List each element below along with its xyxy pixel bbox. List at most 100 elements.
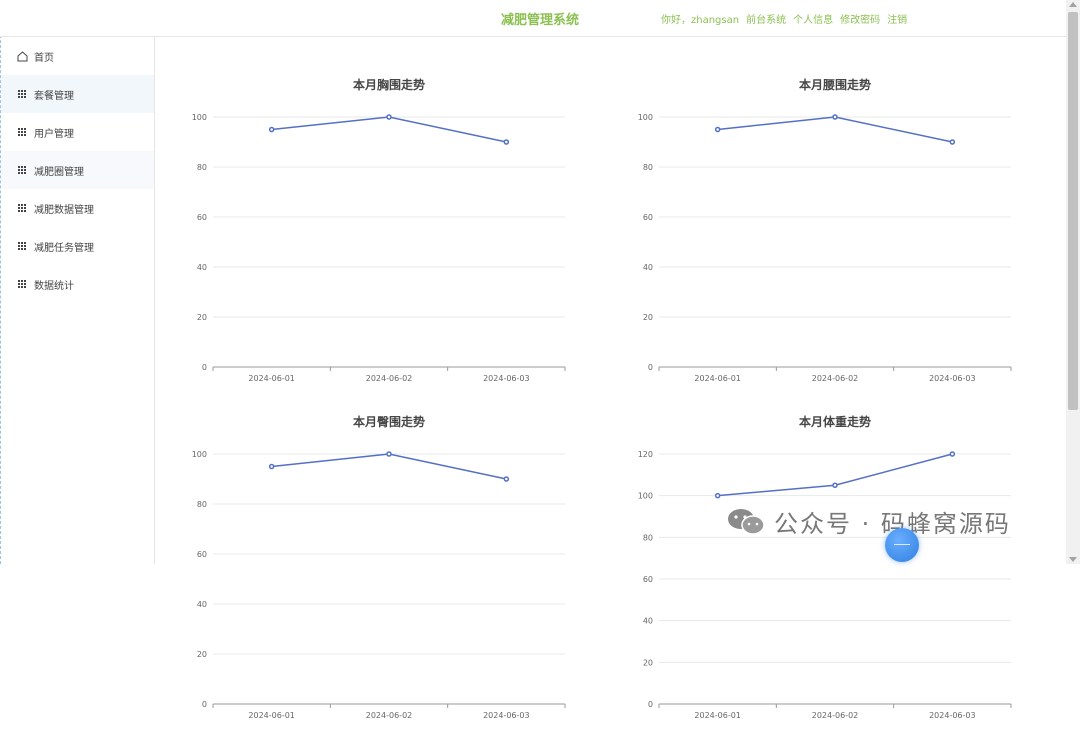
chart-svg: 本月体重走势 0 20 40 60 80 100 120 2024-06-01 2024-06-0… [638, 414, 1012, 720]
floating-action-button[interactable] [885, 528, 919, 562]
data-point[interactable] [714, 126, 721, 133]
page-left-border [0, 0, 1, 564]
grid-icon [16, 278, 28, 290]
y-tick-label: 60 [197, 213, 207, 222]
site-title: 减肥管理系统 [501, 13, 580, 28]
y-tick-label: 80 [197, 163, 207, 172]
data-point[interactable] [268, 463, 275, 470]
data-point[interactable] [832, 114, 838, 120]
data-point[interactable] [832, 482, 838, 488]
y-tick-label: 100 [638, 492, 653, 501]
x-tick-label: 2024-06-01 [694, 374, 741, 383]
top-header: 减肥管理系统 你好，zhangsan 前台系统 个人信息 修改密码 注销 [0, 0, 1066, 37]
series-line [271, 116, 507, 143]
greeting-text: 你好，zhangsan [661, 15, 740, 26]
sidebar-item-label: 减肥圈管理 [34, 166, 84, 178]
sidebar-item-label: 套餐管理 [34, 90, 74, 102]
y-tick-label: 20 [643, 658, 653, 667]
x-tick-label: 2024-06-03 [929, 711, 976, 720]
y-tick-label: 0 [648, 700, 653, 709]
y-tick-label: 100 [192, 113, 207, 122]
data-point[interactable] [503, 476, 510, 482]
data-point[interactable] [949, 139, 956, 145]
chart-weight: 本月体重走势 0 20 40 60 80 100 120 2024-06-01 2024-06-0… [611, 412, 1061, 732]
scroll-down-icon[interactable] [1069, 557, 1077, 562]
scroll-thumb[interactable] [1068, 12, 1078, 410]
x-tick-label: 2024-06-02 [366, 374, 413, 383]
y-tick-label: 40 [643, 617, 653, 626]
data-point[interactable] [503, 139, 510, 145]
watermark: 公众号 · 码蜂窝源码 [726, 504, 1011, 539]
chart-svg: 本月腰围走势 0 20 40 60 80 100 2024-06-01 2024-06-02 20… [638, 77, 1012, 383]
x-tick-label: 2024-06-02 [812, 711, 859, 720]
grid-icon [16, 164, 28, 176]
data-point[interactable] [386, 451, 392, 457]
data-point[interactable] [714, 492, 721, 499]
x-tick-label: 2024-06-03 [929, 374, 976, 383]
series-line [271, 453, 507, 480]
y-tick-label: 100 [192, 450, 207, 459]
y-tick-label: 20 [643, 313, 653, 322]
y-tick-label: 120 [638, 450, 653, 459]
sidebar-item-circle[interactable]: 减肥圈管理 [1, 151, 154, 189]
chart-title: 本月臀围走势 [353, 414, 425, 429]
grid-icon [16, 202, 28, 214]
sidebar-item-tasks[interactable]: 减肥任务管理 [1, 227, 154, 265]
page-scrollbar[interactable] [1066, 0, 1080, 564]
chart-hip: 本月臀围走势 0 20 40 60 80 100 2024-06-01 2024-06-02 20… [165, 412, 615, 732]
main-content: 本月胸围走势 0 20 40 60 80 100 2024-06-01 2024-06-02 20… [155, 37, 1066, 720]
y-tick-label: 20 [197, 650, 207, 659]
x-tick-label: 2024-06-02 [366, 711, 413, 720]
y-tick-label: 0 [202, 700, 207, 709]
data-point[interactable] [386, 114, 392, 120]
x-tick-label: 2024-06-01 [248, 711, 295, 720]
x-tick-label: 2024-06-01 [248, 374, 295, 383]
y-tick-label: 80 [197, 500, 207, 509]
sidebar-item-users[interactable]: 用户管理 [1, 113, 154, 151]
chart-svg: 本月臀围走势 0 20 40 60 80 100 2024-06-01 2024-06-02 20… [192, 414, 566, 720]
chart-title: 本月腰围走势 [799, 77, 871, 92]
sidebar-item-label: 数据统计 [34, 280, 74, 292]
sidebar-item-package[interactable]: 套餐管理 [1, 75, 154, 113]
chart-chest: 本月胸围走势 0 20 40 60 80 100 2024-06-01 2024-06-02 20… [165, 75, 615, 395]
chart-title: 本月胸围走势 [353, 77, 425, 92]
x-tick-label: 2024-06-01 [694, 711, 741, 720]
y-tick-label: 60 [197, 550, 207, 559]
y-tick-label: 0 [202, 363, 207, 372]
sidebar-item-home[interactable]: 首页 [1, 37, 154, 75]
y-tick-label: 0 [648, 363, 653, 372]
sidebar-item-label: 减肥数据管理 [34, 204, 94, 216]
top-nav: 你好，zhangsan 前台系统 个人信息 修改密码 注销 [661, 11, 907, 26]
y-tick-label: 80 [643, 533, 653, 542]
y-tick-label: 40 [197, 600, 207, 609]
y-tick-label: 40 [643, 263, 653, 272]
nav-link-frontend[interactable]: 前台系统 [746, 15, 787, 26]
series-line [717, 453, 953, 497]
y-tick-label: 80 [643, 163, 653, 172]
data-point[interactable] [949, 451, 956, 457]
sidebar-item-statistics[interactable]: 数据统计 [1, 265, 154, 303]
y-tick-label: 20 [197, 313, 207, 322]
grid-icon [16, 126, 28, 138]
home-icon [16, 50, 28, 62]
sidebar-item-data[interactable]: 减肥数据管理 [1, 189, 154, 227]
y-tick-label: 100 [638, 113, 653, 122]
scroll-up-icon[interactable] [1069, 2, 1077, 7]
sidebar-item-label: 减肥任务管理 [34, 242, 94, 254]
data-point[interactable] [268, 126, 275, 133]
grid-icon [16, 240, 28, 252]
nav-link-profile[interactable]: 个人信息 [793, 15, 834, 26]
sidebar-item-label: 首页 [34, 52, 54, 64]
sidebar-item-label: 用户管理 [34, 128, 74, 140]
series-line [717, 116, 953, 143]
y-tick-label: 60 [643, 575, 653, 584]
x-tick-label: 2024-06-03 [483, 374, 530, 383]
y-tick-label: 40 [197, 263, 207, 272]
nav-link-change-password[interactable]: 修改密码 [840, 15, 881, 26]
wechat-icon [726, 507, 766, 537]
chart-svg: 本月胸围走势 0 20 40 60 80 100 2024-06-01 2024-06-02 20… [192, 77, 566, 383]
chart-title: 本月体重走势 [799, 414, 871, 429]
nav-link-logout[interactable]: 注销 [887, 15, 908, 26]
y-tick-label: 60 [643, 213, 653, 222]
x-tick-label: 2024-06-03 [483, 711, 530, 720]
